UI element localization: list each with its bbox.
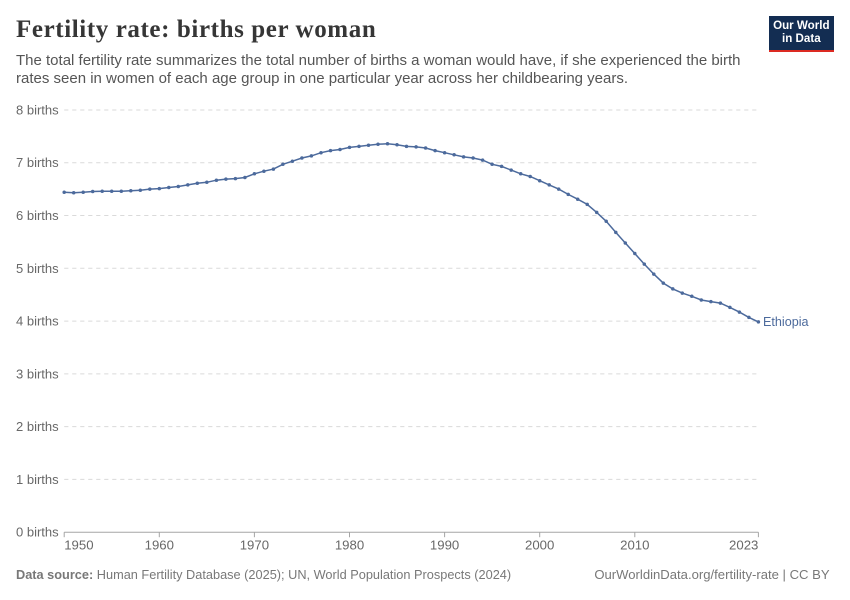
svg-text:1970: 1970	[240, 538, 269, 553]
svg-text:1 births: 1 births	[16, 472, 59, 487]
svg-text:1960: 1960	[145, 538, 174, 553]
svg-text:1990: 1990	[430, 538, 459, 553]
svg-text:2000: 2000	[525, 538, 554, 553]
svg-text:2 births: 2 births	[16, 419, 59, 434]
svg-text:5 births: 5 births	[16, 261, 59, 276]
svg-text:3 births: 3 births	[16, 366, 59, 381]
svg-text:2023: 2023	[729, 538, 758, 553]
svg-text:Ethiopia: Ethiopia	[763, 315, 809, 329]
svg-text:6 births: 6 births	[16, 208, 59, 223]
svg-text:0 births: 0 births	[16, 525, 59, 540]
svg-text:1980: 1980	[335, 538, 364, 553]
svg-text:8 births: 8 births	[16, 103, 59, 118]
svg-text:7 births: 7 births	[16, 155, 59, 170]
svg-text:1950: 1950	[64, 538, 93, 553]
svg-text:2010: 2010	[620, 538, 649, 553]
svg-text:4 births: 4 births	[16, 314, 59, 329]
